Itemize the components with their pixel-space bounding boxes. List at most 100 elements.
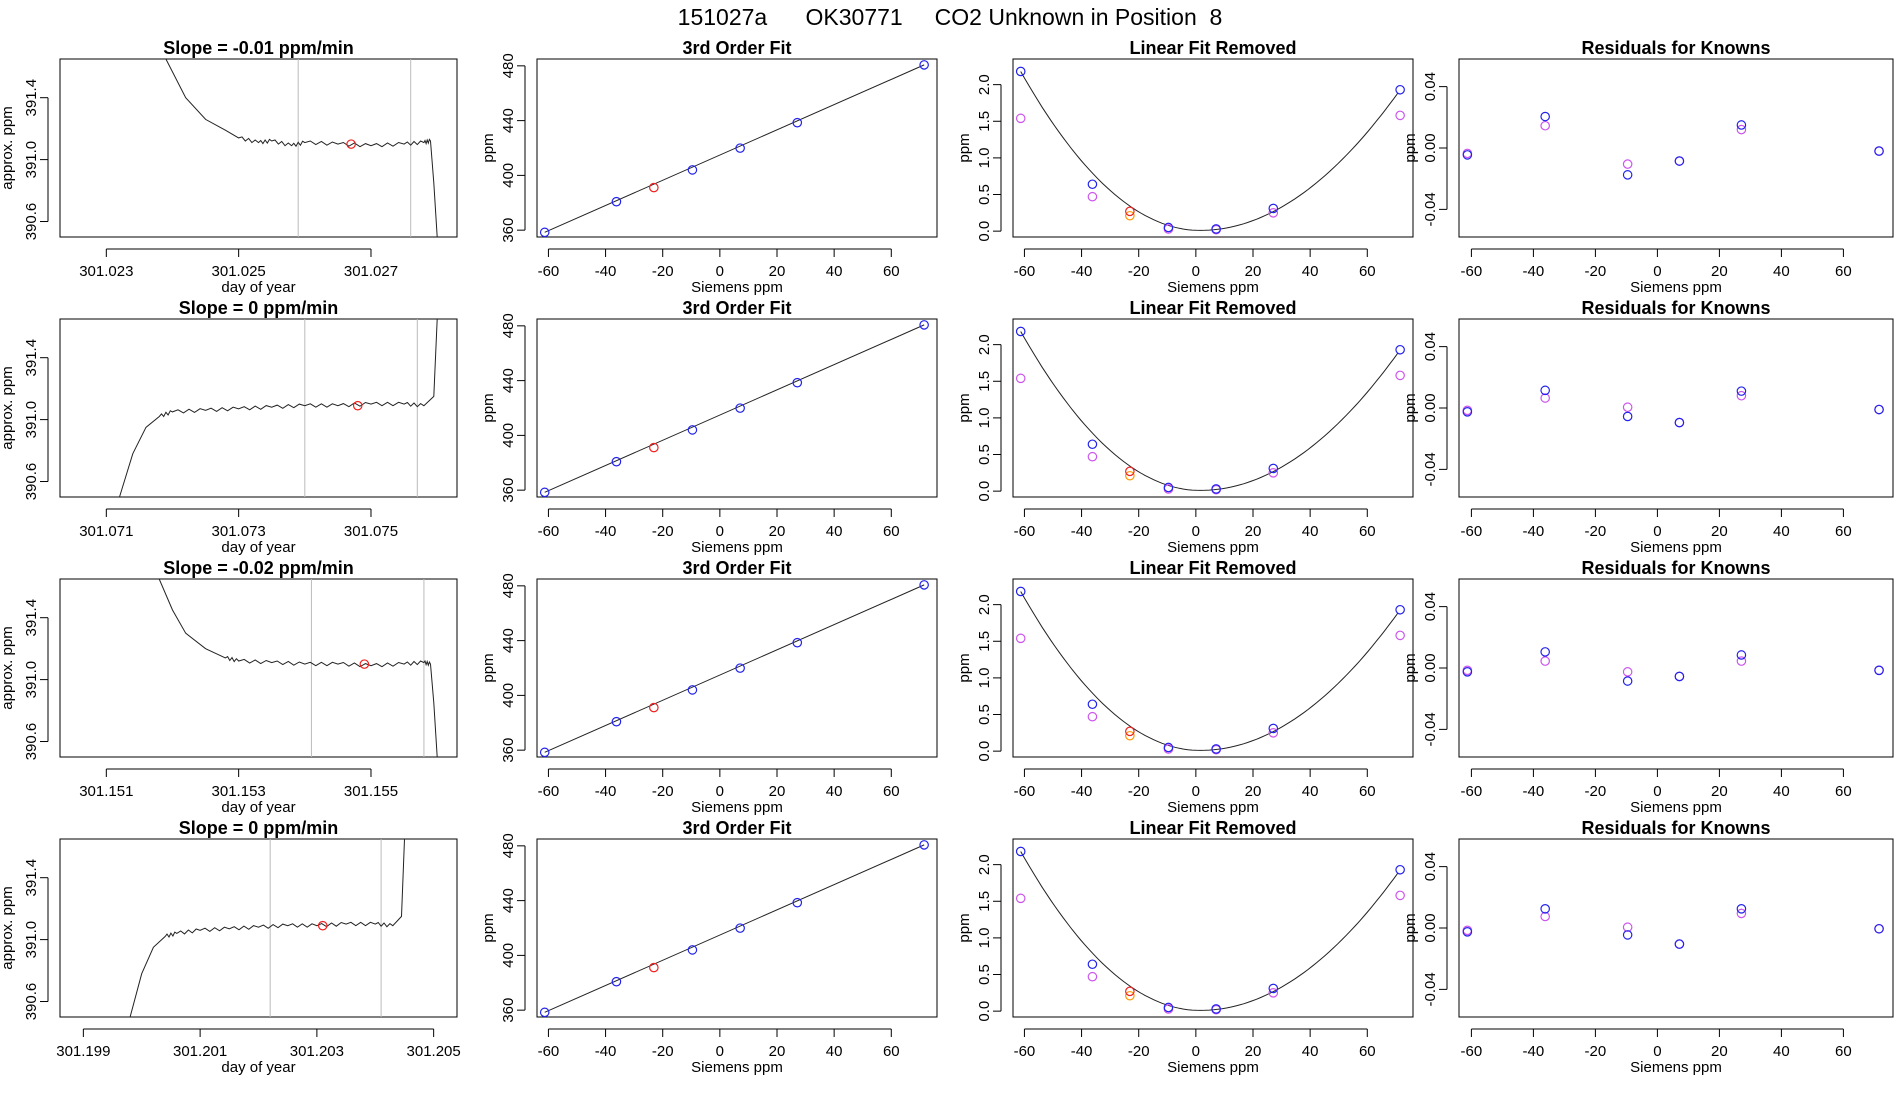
alt-known-point [1015, 633, 1026, 644]
y-axis-label: ppm [1402, 393, 1419, 422]
x-tick-label: -60 [538, 523, 560, 540]
x-tick-label: 40 [1773, 783, 1790, 800]
y-tick-label: 0.04 [1422, 72, 1439, 101]
x-axis-label: day of year [221, 1059, 295, 1076]
x-tick-label: 60 [1359, 783, 1376, 800]
known-point [1211, 1004, 1221, 1014]
x-tick-label: -60 [1461, 263, 1483, 280]
y-tick-label: 391.0 [23, 921, 40, 959]
x-tick-label: -20 [652, 523, 674, 540]
known-point [1015, 586, 1026, 597]
x-tick-label: -40 [595, 523, 617, 540]
unknown-point [649, 962, 659, 973]
known-point [611, 196, 622, 207]
plot-frame [1012, 578, 1414, 758]
unknown-marker-point [359, 659, 370, 669]
plot-title: Linear Fit Removed [1129, 818, 1296, 838]
y-tick-label: 390.6 [23, 203, 40, 241]
drift-trace-line [119, 319, 438, 497]
residual-point [1736, 650, 1747, 660]
plot-title: Residuals for Knowns [1581, 818, 1770, 838]
x-tick-label: 301.155 [344, 783, 398, 800]
y-tick-label: 360 [500, 478, 517, 503]
x-tick-label: 20 [769, 523, 786, 540]
alt-residual-point [1622, 667, 1633, 677]
x-axis-label: Siemens ppm [1167, 1059, 1259, 1076]
x-tick-label: 0 [1653, 783, 1661, 800]
plot-frame [1458, 578, 1894, 758]
alt-unknown-point [1125, 730, 1135, 741]
alt-known-point [1087, 971, 1098, 982]
y-tick-label: 391.4 [23, 599, 40, 637]
x-tick-label: 20 [1245, 783, 1262, 800]
alt-known-point [1268, 988, 1279, 998]
y-tick-label: 480 [500, 573, 517, 598]
y-tick-label: 0.5 [976, 964, 993, 985]
y-axis-label: ppm [480, 393, 497, 422]
y-tick-label: -0.04 [1422, 972, 1439, 1006]
quadratic-curve-line [1020, 71, 1399, 231]
page-title: 151027a OK30771 CO2 Unknown in Position … [677, 4, 1223, 30]
x-tick-label: -40 [1523, 263, 1545, 280]
residual-point [1874, 923, 1884, 934]
x-tick-label: -40 [1071, 1043, 1093, 1060]
x-tick-label: -40 [595, 263, 617, 280]
x-tick-label: 20 [769, 783, 786, 800]
y-tick-label: 1.0 [976, 407, 993, 428]
alt-known-point [1395, 370, 1405, 381]
y-tick-label: 1.0 [976, 147, 993, 168]
y-tick-label: 0.00 [1422, 393, 1439, 422]
x-tick-label: -60 [538, 1043, 560, 1060]
x-tick-label: -20 [1128, 783, 1150, 800]
drift-trace-line [158, 579, 438, 757]
known-point [792, 377, 803, 388]
x-tick-label: -20 [652, 263, 674, 280]
plot-title: Slope = 0 ppm/min [179, 298, 339, 318]
known-point [1268, 463, 1279, 474]
unknown-marker-point [317, 920, 328, 931]
x-tick-label: -20 [1585, 523, 1607, 540]
y-tick-label: 391.0 [23, 401, 40, 439]
x-tick-label: 0 [1192, 783, 1200, 800]
known-point [1395, 344, 1405, 355]
y-tick-label: 0.0 [976, 481, 993, 502]
x-tick-label: 20 [1245, 523, 1262, 540]
plot-title: Slope = 0 ppm/min [179, 818, 339, 838]
x-tick-label: 60 [1359, 263, 1376, 280]
y-tick-label: 391.0 [23, 661, 40, 699]
x-tick-label: -60 [538, 783, 560, 800]
y-tick-label: 400 [500, 683, 517, 708]
x-tick-label: 20 [1245, 1043, 1262, 1060]
alt-residual-point [1736, 908, 1747, 919]
plot-title: 3rd Order Fit [682, 818, 791, 838]
residual-point [1736, 120, 1747, 130]
plot-frame [536, 578, 938, 758]
x-tick-label: 0 [1653, 523, 1661, 540]
y-axis-label: ppm [956, 913, 973, 942]
x-axis-label: day of year [221, 539, 295, 556]
y-tick-label: 2.0 [976, 594, 993, 615]
residual-point [1674, 671, 1685, 682]
plot-title: Linear Fit Removed [1129, 558, 1296, 578]
x-tick-label: 60 [883, 1043, 900, 1060]
x-tick-label: 301.205 [407, 1043, 461, 1060]
unknown-marker-point [346, 139, 356, 149]
x-tick-label: 0 [716, 263, 724, 280]
alt-residual-point [1540, 120, 1550, 131]
x-tick-label: -20 [1585, 263, 1607, 280]
alt-known-point [1268, 468, 1279, 478]
x-tick-label: 301.203 [290, 1043, 344, 1060]
x-tick-label: 60 [1835, 1043, 1852, 1060]
y-tick-label: 360 [500, 998, 517, 1023]
x-tick-label: 0 [1653, 1043, 1661, 1060]
y-axis-label: ppm [480, 913, 497, 942]
x-tick-label: 301.071 [79, 523, 133, 540]
known-point [1268, 983, 1279, 994]
plot-frame [536, 58, 938, 238]
unknown-point [649, 182, 659, 193]
known-point [792, 897, 803, 908]
x-tick-label: -40 [1071, 523, 1093, 540]
quadratic-curve-line [1020, 591, 1399, 751]
alt-known-point [1268, 208, 1279, 218]
x-tick-label: 60 [883, 783, 900, 800]
